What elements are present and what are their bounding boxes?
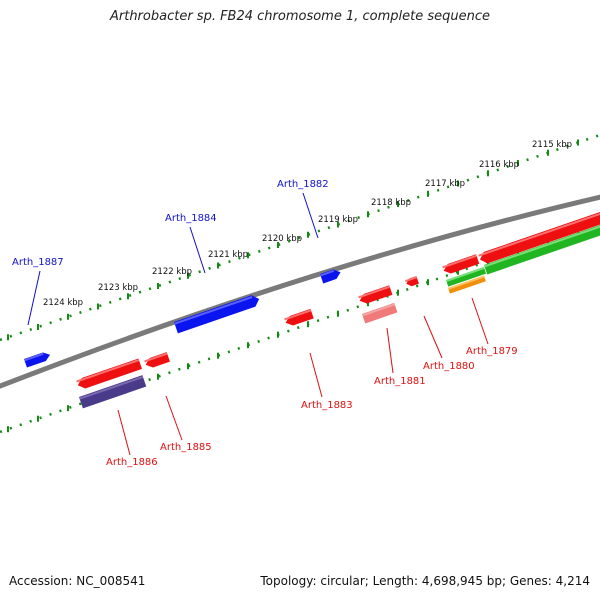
gene-arth-1886-purple-highlight — [79, 375, 144, 400]
gene-arth-1881-red-highlight — [358, 285, 391, 299]
gene-label-forward: Arth_1884 — [165, 213, 217, 224]
rna-green-a-highlight — [446, 267, 485, 282]
gene-arth-1879-red-b-body — [479, 211, 600, 264]
gene-arth-1887-highlight — [24, 352, 44, 362]
rna-green-a-body — [446, 266, 487, 287]
gene-arth-1881-light — [362, 302, 398, 324]
scale-label: 2122 kbp — [152, 267, 192, 277]
leader-line — [27, 270, 41, 326]
gene-arth-1886-red-highlight — [76, 359, 140, 383]
gene-arth-1881-light-body — [362, 302, 398, 324]
gene-arth-1885-highlight — [144, 352, 168, 363]
gene-label-reverse: Arth_1886 — [106, 457, 158, 468]
gene-arth-1883 — [284, 308, 314, 326]
gene-label-forward: Arth_1887 — [12, 257, 64, 268]
gene-arth-1883-body — [285, 308, 314, 326]
gene-arth-1884 — [174, 295, 260, 334]
leader-line — [189, 226, 206, 274]
gene-arth-1879-red-b-highlight — [478, 212, 600, 257]
gene-label-reverse: Arth_1883 — [301, 400, 353, 411]
leader-line — [302, 192, 319, 239]
gene-arth-1884-highlight — [174, 296, 253, 325]
map-title: Arthrobacter sp. FB24 chromosome 1, comp… — [109, 9, 491, 24]
gene-arth-1883-highlight — [284, 309, 312, 321]
gene-arth-1879-red-a — [442, 254, 480, 274]
gene-arth-1886-purple-body — [79, 375, 147, 409]
rna-green-b — [484, 224, 600, 275]
leader-line — [471, 297, 489, 345]
gene-arth-1881-light-highlight — [362, 303, 395, 317]
gene-arth-1879-red-b — [478, 211, 600, 264]
gene-arth-1885 — [144, 352, 170, 368]
gene-arth-1880 — [405, 276, 419, 287]
leader-line — [117, 409, 131, 456]
leader-line — [386, 327, 394, 374]
accession-text: Accession: NC_008541 — [9, 574, 146, 588]
leader-line — [423, 315, 443, 359]
scale-label: 2116 kbp — [479, 160, 519, 170]
gene-arth-1882 — [320, 269, 341, 284]
gene-arth-1887-body — [24, 352, 51, 368]
leader-line — [165, 395, 183, 441]
scale-label: 2124 kbp — [43, 298, 83, 308]
rna-green-a — [446, 266, 487, 287]
scale-label: 2115 kbp — [532, 140, 572, 150]
outer-tick-track — [0, 133, 600, 342]
gene-arth-1886-purple — [79, 375, 147, 409]
scale-label: 2120 kbp — [262, 234, 302, 244]
rna-orange — [447, 275, 486, 294]
gene-arth-1885-body — [145, 352, 170, 368]
scale-label: 2123 kbp — [98, 283, 138, 293]
gene-arth-1880-highlight — [405, 276, 418, 283]
leader-line — [309, 352, 323, 398]
rna-green-b-highlight — [484, 224, 600, 268]
gene-arth-1884-body — [174, 295, 260, 334]
chromosome-backbone — [0, 194, 600, 389]
gene-arth-1881-red — [358, 285, 393, 304]
gene-arth-1886-red — [76, 358, 142, 389]
gene-label-forward: Arth_1882 — [277, 179, 329, 190]
gene-features — [24, 211, 600, 409]
gene-arth-1887 — [24, 352, 51, 368]
gene-label-reverse: Arth_1879 — [466, 346, 518, 357]
gene-label-reverse: Arth_1885 — [160, 442, 212, 453]
gene-arth-1879-red-a-body — [443, 254, 480, 274]
map-labels: 2115 kbp 2116 kbp 2117 kbp 2118 kbp 2119 kbp… — [12, 140, 572, 468]
gene-arth-1882-highlight — [320, 269, 335, 277]
gene-arth-1879-red-a-highlight — [442, 254, 477, 269]
rna-green-b-body — [484, 224, 600, 275]
sequence-summary: Topology: circular; Length: 4,698,945 bp… — [260, 574, 590, 588]
label-leader-lines — [27, 192, 489, 456]
gene-arth-1880-body — [406, 276, 419, 287]
scale-label: 2121 kbp — [208, 250, 248, 260]
gene-label-reverse: Arth_1880 — [423, 361, 475, 372]
scale-label: 2118 kbp — [371, 198, 411, 208]
gene-label-reverse: Arth_1881 — [374, 376, 426, 387]
rna-orange-highlight — [447, 275, 485, 290]
backbone-line — [0, 194, 600, 389]
scale-label: 2119 kbp — [318, 215, 358, 225]
gene-arth-1886-red-body — [77, 358, 142, 389]
gene-arth-1881-red-body — [359, 285, 393, 304]
scale-label: 2117 kbp — [425, 179, 465, 189]
